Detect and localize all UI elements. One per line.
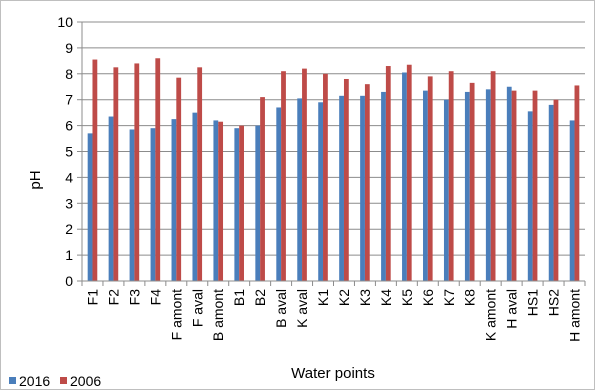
bar-2016-k2	[339, 95, 344, 281]
bar-2016-k7	[443, 99, 449, 281]
x-tick-label: F2	[105, 289, 121, 306]
x-tick-label: K1	[315, 289, 331, 306]
x-tick-label: K aval	[294, 289, 310, 328]
y-tick-label: 3	[65, 195, 73, 211]
x-tick-label: F1	[84, 289, 100, 306]
x-tick-label: K3	[357, 289, 373, 306]
x-tick-label: H aval	[504, 289, 520, 329]
bar-2016-k5	[402, 72, 407, 281]
bar-2016-hs1	[527, 111, 533, 281]
legend-label-2006: 2006	[70, 373, 101, 389]
bar-2006-k3	[364, 84, 370, 281]
bar-2016-k-amont	[485, 89, 491, 281]
bar-2006-f2	[113, 67, 119, 281]
bar-2006-b-aval	[281, 71, 286, 282]
bar-2006-k1	[323, 73, 328, 281]
x-axis-title: Water points	[291, 365, 375, 382]
x-tick-label: F4	[147, 289, 163, 306]
bar-2006-k4	[385, 66, 391, 281]
bar-2006-f-amont	[176, 77, 182, 281]
bar-2006-k2	[343, 78, 349, 281]
x-tick-label: B1	[231, 289, 247, 306]
y-tick-label: 10	[57, 14, 73, 30]
y-tick-label: 2	[65, 221, 73, 237]
bar-2006-b1	[239, 125, 244, 281]
x-tick-labels: F1 F2 F3 F4 F amont F aval B amont B1 B2 B aval K …	[84, 289, 582, 342]
bar-2016-b-amont	[213, 120, 219, 281]
legend-label-2016: 2016	[19, 373, 50, 389]
bar-2006-f-aval	[197, 67, 203, 281]
bar-2016-k3	[360, 95, 365, 281]
bar-2006-f3	[134, 63, 140, 281]
x-tick-label: K8	[462, 289, 478, 306]
y-tick-label: 0	[65, 273, 73, 289]
bar-2006-f1	[92, 59, 98, 282]
bar-2006-f4	[155, 58, 161, 282]
x-tick-label: K7	[441, 289, 457, 306]
x-tick-label: B aval	[273, 289, 289, 328]
y-tick-label: 1	[65, 247, 73, 263]
bar-2006-k7	[448, 71, 454, 282]
legend-swatch-2016	[9, 377, 16, 384]
x-tick-label: B2	[252, 289, 268, 306]
bar-2006-h-aval	[511, 90, 517, 281]
x-tick-label: K amont	[483, 289, 499, 341]
x-tick-label: K5	[399, 289, 415, 306]
bar-2006-hs1	[532, 90, 538, 281]
bar-2016-k1	[318, 102, 324, 281]
bar-2016-f-amont	[171, 119, 177, 281]
x-tick-label: F aval	[189, 289, 205, 327]
bar-2006-k5	[406, 64, 412, 281]
bar-2016-h-aval	[506, 86, 512, 281]
x-tick-label: HS2	[546, 289, 562, 316]
bar-2006-b2	[260, 97, 265, 281]
y-tick-labels: 0 1 2 3 4 5 6 7 8 9 10	[57, 14, 73, 289]
bar-2006-k6	[427, 76, 433, 281]
bar-2006-b-amont	[218, 121, 224, 281]
bar-2006-k-aval	[302, 68, 307, 282]
bar-2016-k6	[423, 90, 428, 281]
y-tick-label: 9	[65, 40, 73, 56]
bar-2016-k8	[464, 91, 470, 282]
bar-2016-f2	[108, 116, 114, 281]
bar-2016-b1	[234, 128, 240, 281]
bar-2016-b-aval	[276, 107, 282, 281]
grid-lines	[82, 21, 585, 256]
bar-2016-f1	[87, 133, 93, 281]
x-tick-label: F3	[126, 289, 142, 306]
y-tick-label: 5	[65, 144, 73, 160]
y-axis-title: pH	[27, 170, 44, 189]
legend-swatch-2006	[60, 377, 67, 384]
x-tick-label: HS1	[525, 289, 541, 316]
bar-2016-k4	[381, 91, 386, 282]
y-tick-label: 7	[65, 92, 73, 108]
bar-2006-h-amont	[574, 85, 580, 281]
bar-2016-f-aval	[192, 112, 198, 282]
bar-2016-f3	[129, 129, 135, 281]
x-tick-label: F amont	[168, 289, 184, 340]
bar-2016-k-aval	[297, 98, 303, 281]
bar-2006-hs2	[553, 99, 559, 281]
bar-2016-hs2	[548, 104, 554, 281]
axes	[77, 21, 586, 286]
bar-2016-h-amont	[569, 120, 575, 281]
bar-2016-f4	[150, 128, 156, 281]
y-tick-label: 4	[65, 169, 73, 185]
bars	[87, 58, 580, 282]
bar-2016-b2	[255, 125, 261, 281]
x-tick-label: H amont	[567, 289, 583, 342]
x-tick-label: K2	[336, 289, 352, 306]
x-tick-label: K4	[378, 289, 394, 306]
x-tick-label: K6	[420, 289, 436, 306]
bar-2006-k8	[469, 82, 475, 282]
y-tick-label: 8	[65, 66, 73, 82]
bar-2006-k-amont	[490, 71, 496, 282]
y-tick-label: 6	[65, 118, 73, 134]
x-tick-label: B amont	[210, 289, 226, 341]
legend: 2016 2006	[9, 373, 101, 389]
